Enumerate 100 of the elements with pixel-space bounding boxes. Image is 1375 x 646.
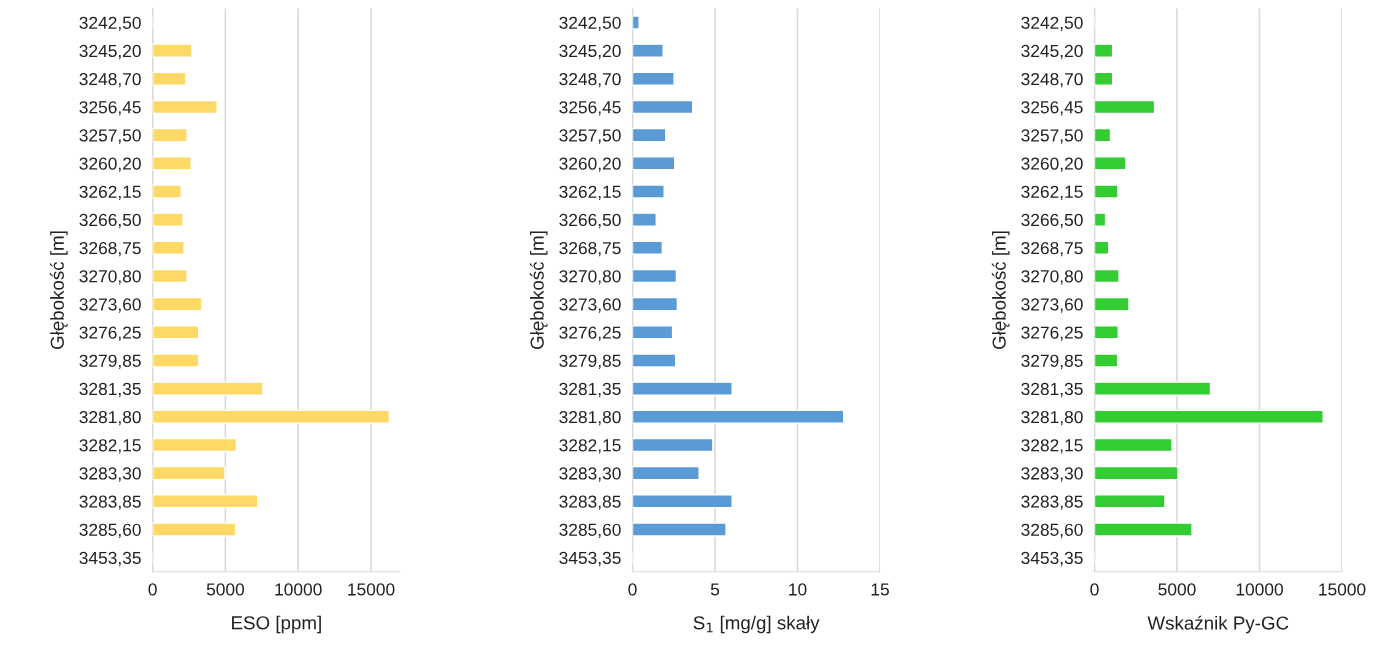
bar (152, 353, 200, 368)
x-tick-label: 5 (710, 583, 720, 596)
bar (632, 409, 845, 424)
y-tick-label: 3266,50 (559, 213, 621, 229)
x-tick-label: 5000 (206, 583, 245, 596)
y-tick-label: 3260,20 (1021, 157, 1083, 172)
bar (632, 325, 674, 340)
x-tick-label: 0 (148, 583, 157, 596)
y-tick-label: 3257,50 (1021, 129, 1083, 144)
y-tick-label: 3268,75 (1021, 241, 1083, 257)
y-tick-label: 3256,45 (79, 101, 141, 116)
bar (1094, 184, 1119, 199)
bar (1094, 127, 1112, 143)
bar (632, 296, 679, 312)
bar (152, 494, 259, 509)
x-axis-title: ESO [ppm] (232, 615, 321, 634)
x-axis-title: Wskaźnik Py-GC (1147, 615, 1289, 634)
y-tick-label: 3245,20 (79, 44, 141, 60)
bar (632, 212, 657, 227)
y-tick-label: 3453,35 (1021, 551, 1083, 567)
bar (632, 184, 665, 199)
bar (1094, 71, 1114, 86)
y-tick-label: 3273,60 (79, 298, 141, 313)
y-tick-label: 3279,85 (559, 354, 621, 369)
bar (1094, 465, 1179, 481)
y-tick-label: 3242,50 (559, 16, 621, 31)
bar (1094, 522, 1193, 537)
bar (632, 268, 678, 284)
bar (152, 99, 218, 115)
y-tick-label: 3283,30 (79, 467, 141, 482)
y-tick-label: 3270,80 (79, 270, 141, 285)
y-tick-label: 3270,80 (559, 270, 621, 285)
y-tick-label: 3262,15 (79, 185, 141, 200)
y-tick-label: 3281,80 (79, 410, 141, 426)
y-tick-label: 3242,50 (79, 16, 141, 31)
bar (632, 353, 677, 368)
y-tick-label: 3270,80 (1021, 270, 1083, 285)
bar (152, 296, 203, 312)
bar (1094, 353, 1119, 368)
bar (1094, 99, 1156, 115)
bar (152, 325, 200, 340)
y-tick-label: 3279,85 (1021, 354, 1083, 369)
y-tick-label: 3256,45 (559, 101, 621, 116)
y-tick-label: 3283,30 (559, 467, 621, 482)
y-tick-label: 3266,50 (79, 213, 141, 229)
bar (1094, 240, 1110, 255)
bar (1094, 43, 1114, 58)
bar (632, 43, 664, 58)
y-tick-label: 3283,85 (79, 495, 141, 510)
y-tick-label: 3268,75 (559, 241, 621, 257)
y-tick-label: 3262,15 (559, 185, 621, 200)
bar (1094, 268, 1120, 284)
bar (152, 437, 238, 453)
y-tick-label: 3283,85 (559, 495, 621, 510)
bar (152, 71, 187, 86)
x-tick-label: 15000 (348, 583, 395, 596)
y-tick-label: 3260,20 (559, 157, 621, 172)
y-tick-label: 3256,45 (1021, 101, 1083, 116)
bar (632, 127, 667, 143)
bar (632, 240, 664, 255)
bar (632, 381, 733, 396)
y-tick-label: 3283,85 (1021, 495, 1083, 510)
y-tick-label: 3260,20 (79, 157, 141, 172)
x-axis-title: S$_{1}$ [mg/g] skały (693, 615, 820, 634)
y-tick-label: 3248,70 (79, 72, 141, 88)
y-tick-label: 3281,35 (559, 382, 621, 398)
y-tick-label: 3257,50 (79, 129, 141, 144)
bar (152, 522, 237, 537)
x-tick-label: 0 (1090, 583, 1099, 596)
bar (1094, 437, 1173, 453)
bar (632, 465, 700, 481)
y-tick-label: 3453,35 (559, 551, 621, 567)
bar (1094, 325, 1119, 340)
bar (152, 212, 184, 227)
y-tick-label: 3281,80 (1021, 410, 1083, 426)
y-tick-label: 3285,60 (1021, 523, 1083, 538)
bar (1094, 156, 1127, 171)
x-tick-label: 5000 (1158, 583, 1196, 596)
y-tick-label: 3281,80 (559, 410, 621, 426)
bar (632, 437, 714, 453)
y-tick-label: 3281,35 (79, 382, 141, 398)
bar (1094, 494, 1166, 509)
y-tick-label: 3276,25 (559, 326, 621, 341)
y-tick-label: 3245,20 (559, 44, 621, 60)
y-tick-label: 3282,15 (1021, 439, 1083, 454)
y-tick-label: 3273,60 (1021, 298, 1083, 313)
bar (152, 409, 391, 424)
y-tick-label: 3283,30 (1021, 467, 1083, 482)
y-axis-title: Głębokość [m] (49, 231, 68, 350)
bar (152, 43, 193, 58)
bar (152, 184, 182, 199)
y-tick-label: 3282,15 (79, 439, 141, 454)
bar (632, 15, 640, 30)
bar (1094, 212, 1107, 227)
y-tick-label: 3266,50 (1021, 213, 1083, 229)
y-tick-label: 3282,15 (559, 439, 621, 454)
y-tick-label: 3262,15 (1021, 185, 1083, 200)
bar (1094, 296, 1130, 312)
y-tick-label: 3276,25 (1021, 326, 1083, 341)
bar (152, 465, 226, 481)
